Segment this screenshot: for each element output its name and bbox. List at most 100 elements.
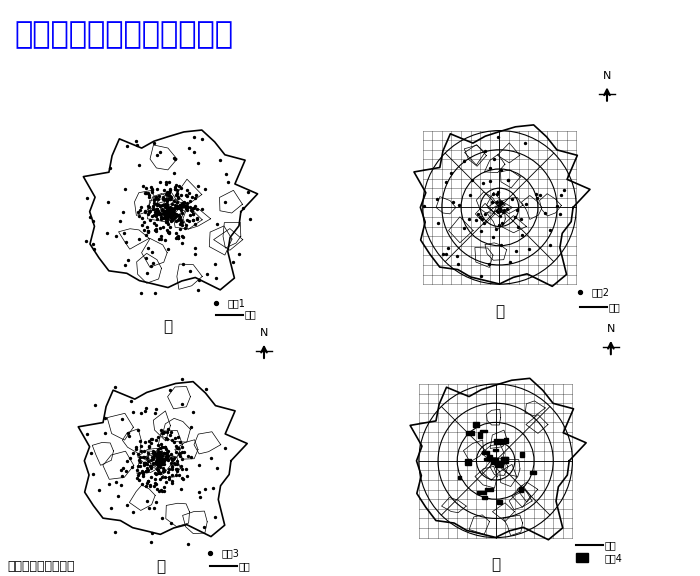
Point	[162, 208, 173, 217]
Point	[191, 191, 202, 200]
Point	[164, 207, 176, 217]
Point	[178, 447, 190, 456]
Point	[475, 271, 486, 281]
Point	[188, 203, 199, 213]
Point	[212, 463, 223, 472]
Point	[157, 206, 168, 215]
Point	[150, 224, 162, 233]
Point	[153, 453, 164, 463]
Point	[442, 243, 454, 252]
Text: N: N	[607, 324, 615, 334]
Point	[502, 175, 513, 184]
Point	[143, 436, 154, 445]
Point	[166, 206, 177, 215]
Point	[160, 442, 171, 452]
Point	[172, 197, 183, 206]
Point	[155, 458, 167, 468]
Point	[220, 170, 232, 179]
Point	[485, 177, 496, 186]
Point	[153, 200, 164, 210]
Point	[162, 206, 174, 215]
Point	[531, 193, 542, 202]
Point	[190, 201, 201, 210]
Point	[152, 484, 163, 494]
Point	[164, 195, 176, 204]
Point	[146, 247, 158, 256]
Point	[153, 207, 164, 216]
Point	[152, 456, 163, 465]
Point	[463, 215, 475, 224]
Point	[169, 459, 181, 468]
Point	[154, 455, 165, 464]
Point	[185, 202, 196, 211]
Point	[141, 188, 152, 198]
Point	[162, 209, 174, 218]
Point	[173, 444, 184, 453]
Point	[148, 211, 160, 220]
Point	[150, 209, 162, 218]
Point	[159, 200, 170, 209]
Point	[162, 206, 173, 215]
Point	[145, 206, 156, 215]
Point	[152, 441, 163, 450]
Point	[501, 204, 512, 213]
Point	[135, 446, 146, 455]
Point	[143, 465, 154, 474]
Point	[167, 205, 178, 214]
Point	[132, 425, 144, 434]
Point	[178, 260, 189, 269]
Point	[136, 467, 148, 476]
Point	[160, 209, 171, 218]
Bar	[493, 449, 498, 452]
Point	[164, 194, 175, 203]
Point	[496, 166, 507, 175]
Point	[148, 204, 159, 214]
Point	[150, 450, 161, 460]
Point	[171, 447, 182, 456]
Point	[150, 480, 162, 489]
Point	[88, 469, 99, 478]
Bar	[473, 422, 480, 427]
Point	[134, 453, 146, 462]
Point	[172, 233, 183, 242]
Point	[183, 188, 194, 198]
Point	[152, 150, 163, 160]
Point	[146, 438, 157, 448]
Point	[142, 243, 153, 252]
Point	[172, 467, 183, 476]
Point	[116, 414, 127, 423]
Bar	[494, 439, 503, 444]
Point	[496, 218, 507, 228]
Point	[150, 211, 162, 220]
Point	[158, 449, 169, 458]
Point	[111, 478, 122, 487]
Point	[167, 210, 178, 219]
Point	[150, 199, 162, 209]
Point	[155, 475, 166, 484]
Point	[146, 184, 158, 194]
Point	[133, 160, 144, 169]
Point	[174, 448, 186, 457]
Point	[487, 198, 498, 207]
Point	[152, 433, 163, 442]
Point	[181, 185, 192, 195]
Point	[140, 467, 151, 476]
Point	[194, 461, 205, 470]
Text: 设施4: 设施4	[605, 554, 622, 563]
Point	[176, 238, 188, 248]
Point	[149, 225, 160, 234]
Point	[138, 470, 149, 479]
Point	[127, 448, 139, 457]
Point	[220, 444, 231, 453]
Point	[132, 207, 144, 217]
Point	[154, 177, 165, 186]
Point	[148, 452, 159, 461]
Point	[144, 442, 155, 452]
Point	[152, 457, 163, 467]
Point	[219, 198, 230, 207]
Point	[431, 194, 442, 203]
Point	[153, 452, 164, 461]
Point	[169, 183, 181, 192]
Point	[161, 210, 172, 219]
Point	[153, 210, 164, 219]
